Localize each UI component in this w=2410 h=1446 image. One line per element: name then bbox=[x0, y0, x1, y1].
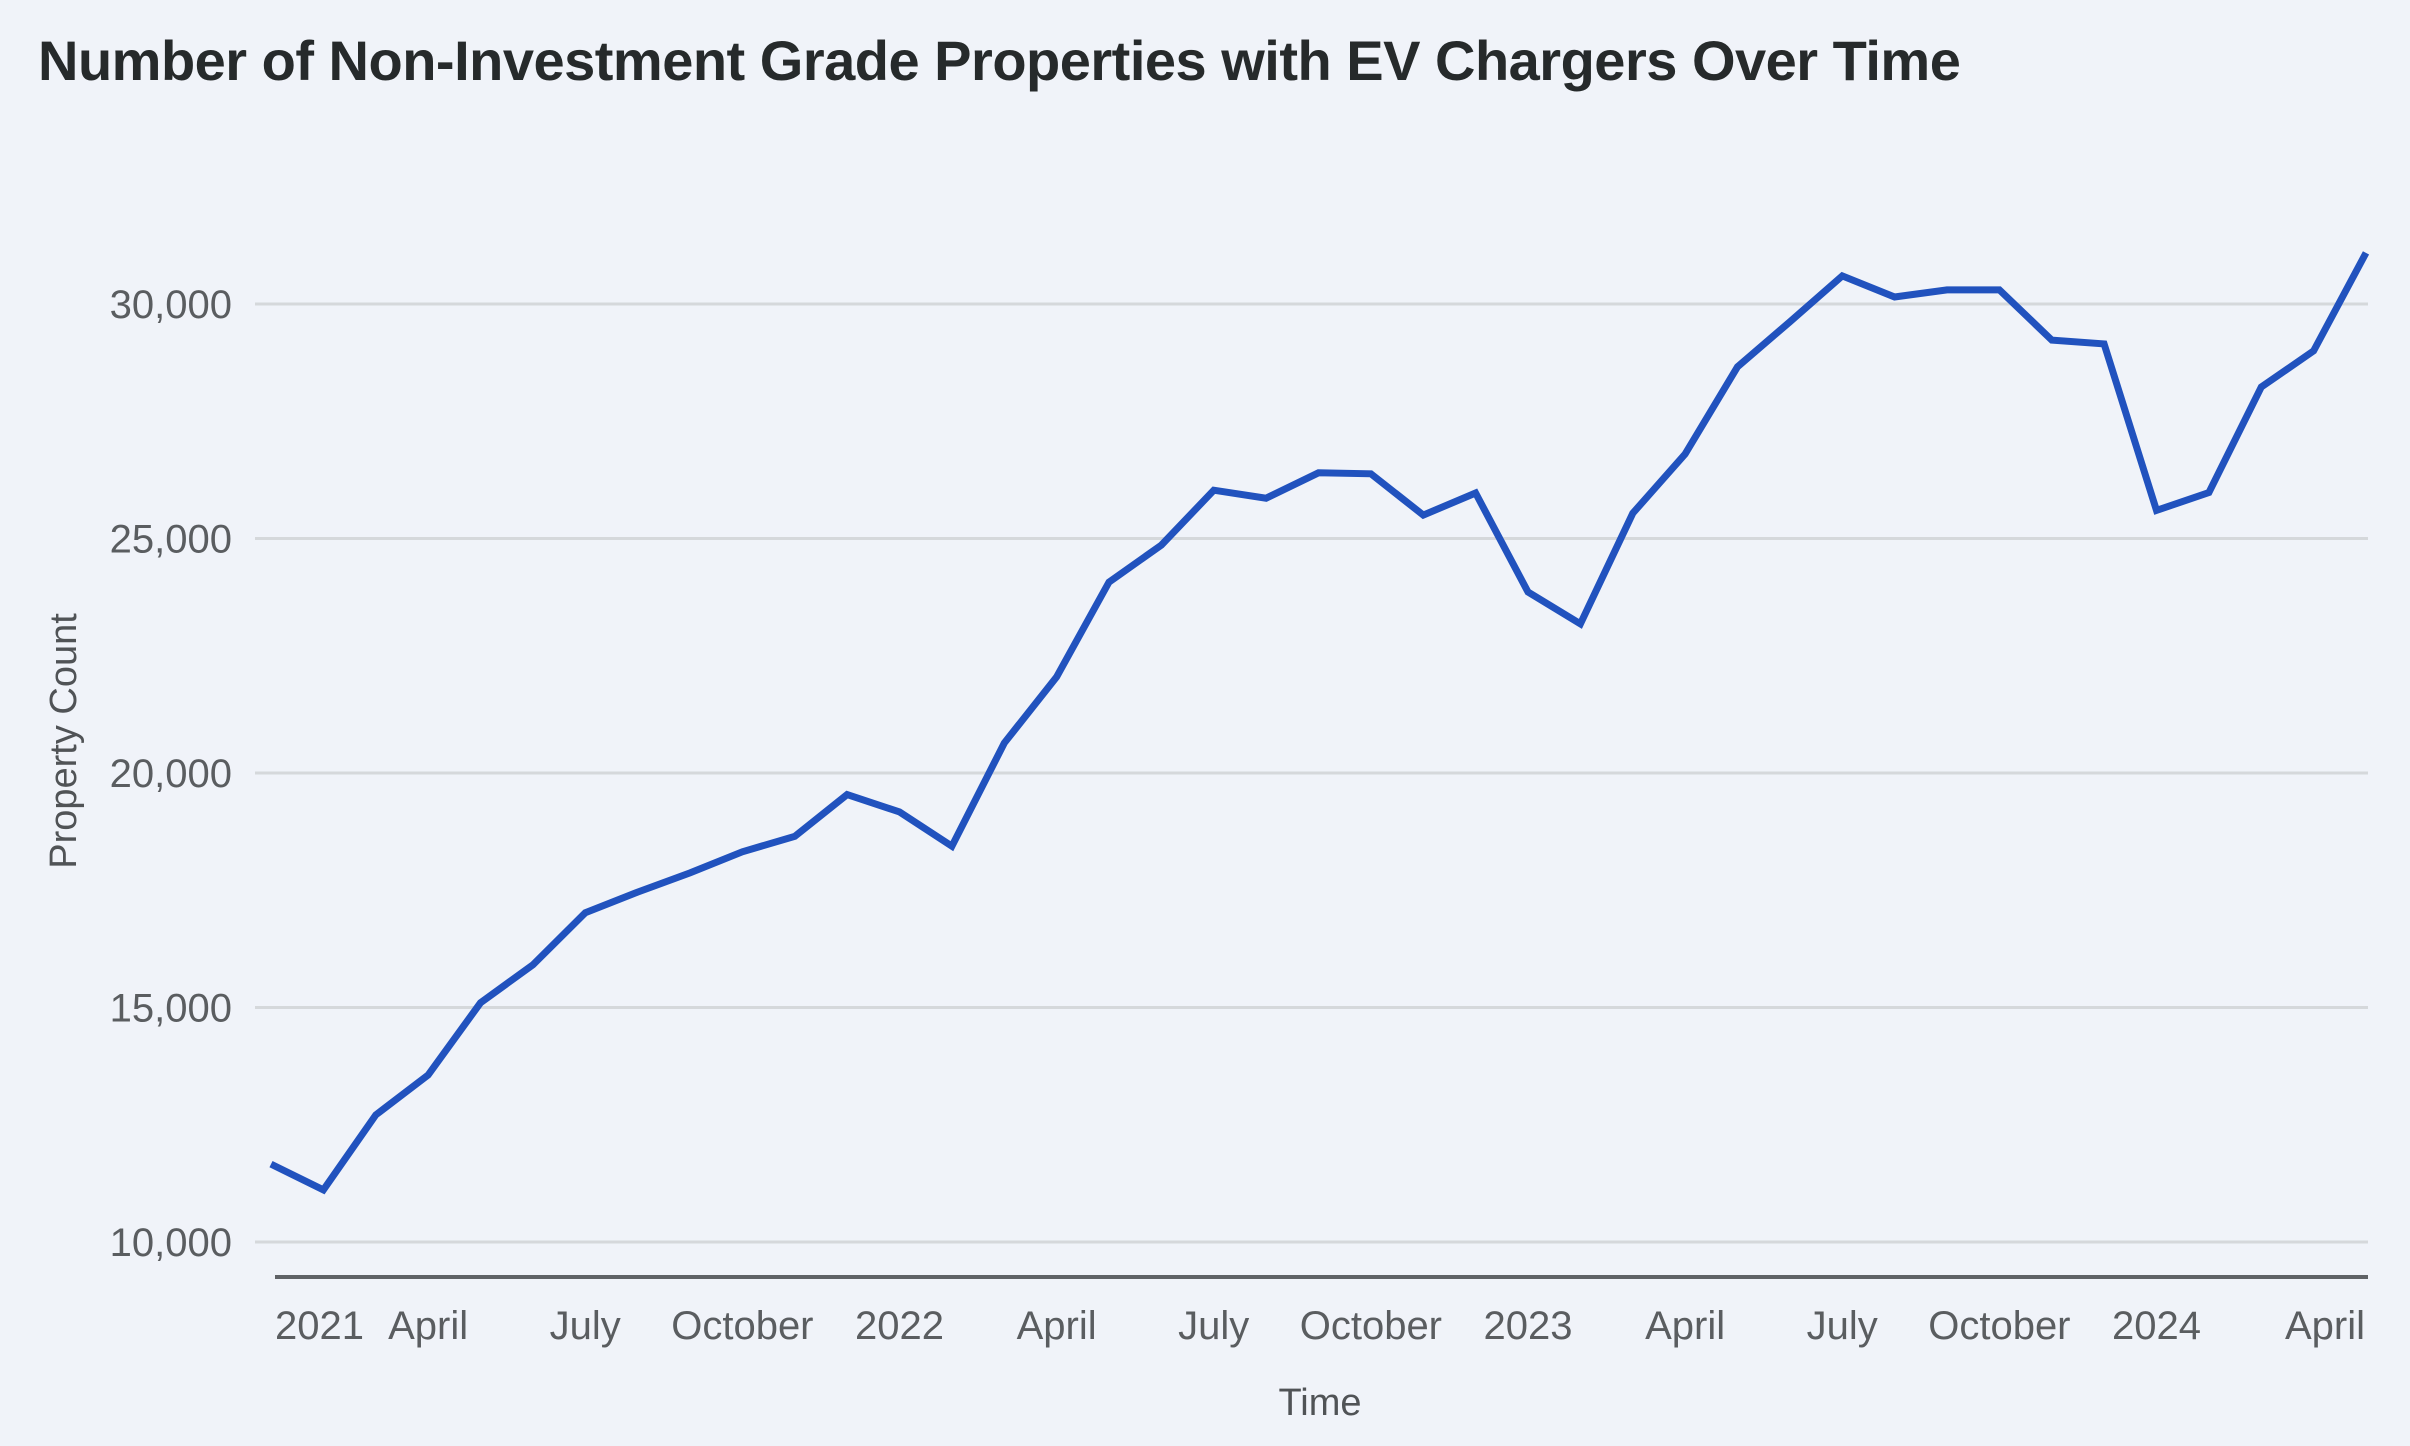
x-tick-label: April bbox=[1017, 1304, 1097, 1348]
data-point bbox=[2153, 507, 2160, 514]
data-point bbox=[477, 999, 484, 1006]
x-tick-label: 2022 bbox=[855, 1304, 944, 1348]
data-point bbox=[1891, 293, 1898, 300]
data-point bbox=[1263, 495, 1270, 502]
data-point bbox=[1210, 487, 1217, 494]
x-tick-label: July bbox=[550, 1304, 621, 1348]
data-point bbox=[2310, 347, 2317, 354]
gridlines bbox=[255, 302, 2368, 1244]
data-point bbox=[896, 808, 903, 815]
data-point bbox=[1053, 673, 1060, 680]
x-tick-label: April bbox=[388, 1304, 468, 1348]
data-point bbox=[791, 833, 798, 840]
x-tick-label: 2023 bbox=[1484, 1304, 1573, 1348]
y-tick-label: 15,000 bbox=[110, 987, 232, 1031]
data-point bbox=[1944, 286, 1951, 293]
x-tick-label: October bbox=[1300, 1304, 1442, 1348]
data-point bbox=[529, 961, 536, 968]
data-point bbox=[582, 909, 589, 916]
x-tick-label: April bbox=[2285, 1304, 2365, 1348]
data-point bbox=[948, 843, 955, 850]
data-point bbox=[1682, 451, 1689, 458]
data-point bbox=[1106, 579, 1113, 586]
data-point bbox=[320, 1186, 327, 1193]
x-axis-ticks: 2021 April July October 2022 April July October… bbox=[275, 1304, 2365, 1348]
data-point bbox=[1001, 739, 1008, 746]
y-tick-label: 10,000 bbox=[110, 1221, 232, 1265]
series-group bbox=[268, 249, 2370, 1195]
data-point bbox=[1839, 272, 1846, 279]
data-point bbox=[2205, 489, 2212, 496]
x-tick-label: October bbox=[671, 1304, 813, 1348]
data-point bbox=[1734, 363, 1741, 370]
y-axis-ticks: 10,000 15,000 20,000 25,000 30,000 bbox=[110, 283, 232, 1265]
x-tick-label: October bbox=[1928, 1304, 2070, 1348]
data-point bbox=[1420, 512, 1427, 519]
series-line bbox=[269, 251, 2370, 1195]
x-axis-title: Time bbox=[1278, 1382, 1361, 1424]
chart-title: Number of Non-Investment Grade Propertie… bbox=[38, 29, 1961, 92]
y-tick-label: 20,000 bbox=[110, 752, 232, 796]
data-point bbox=[2363, 249, 2370, 256]
data-point bbox=[844, 791, 851, 798]
data-point bbox=[268, 1161, 275, 1168]
data-point bbox=[1786, 318, 1793, 325]
data-point bbox=[1158, 542, 1165, 549]
data-point bbox=[2258, 384, 2265, 391]
x-tick-label: July bbox=[1807, 1304, 1878, 1348]
y-tick-label: 30,000 bbox=[110, 283, 232, 327]
x-tick-label: July bbox=[1178, 1304, 1249, 1348]
data-point bbox=[1996, 286, 2003, 293]
data-point bbox=[1472, 490, 1479, 497]
data-point bbox=[687, 869, 694, 876]
data-point bbox=[2048, 337, 2055, 344]
data-point bbox=[1367, 470, 1374, 477]
data-point bbox=[1315, 469, 1322, 476]
data-point bbox=[739, 848, 746, 855]
data-point bbox=[425, 1072, 432, 1079]
data-point bbox=[1629, 510, 1636, 517]
y-axis-title: Property Count bbox=[43, 613, 85, 869]
data-point bbox=[2101, 340, 2108, 347]
x-tick-label: April bbox=[1645, 1304, 1725, 1348]
data-point bbox=[1525, 588, 1532, 595]
data-point bbox=[634, 889, 641, 896]
data-point bbox=[372, 1111, 379, 1118]
x-tick-label: 2021 bbox=[275, 1304, 364, 1348]
data-point bbox=[1577, 620, 1584, 627]
x-tick-label: 2024 bbox=[2112, 1304, 2201, 1348]
y-tick-label: 25,000 bbox=[110, 518, 232, 562]
